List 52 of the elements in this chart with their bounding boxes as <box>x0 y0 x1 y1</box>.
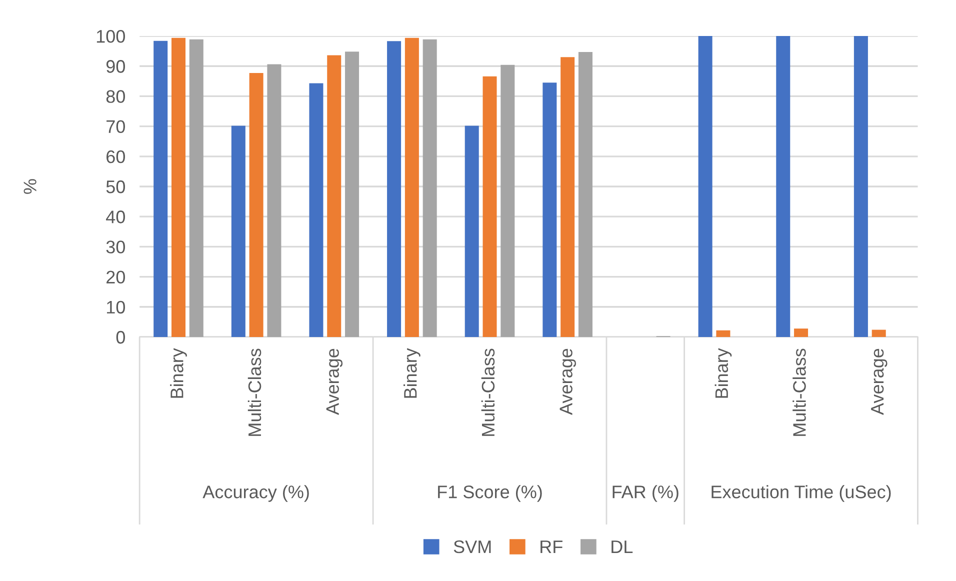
y-tick-label: 70 <box>106 120 125 134</box>
bar <box>309 83 324 337</box>
bar <box>716 330 730 337</box>
legend-label: SVM <box>454 540 491 554</box>
y-tick-label: 80 <box>106 90 125 103</box>
bar <box>854 36 868 337</box>
text: F1 Score (%) <box>438 485 542 502</box>
bar <box>345 52 360 337</box>
legend-label: RF <box>540 540 562 554</box>
y-tick-label: 40 <box>106 210 125 224</box>
bar <box>404 38 419 337</box>
bar <box>387 41 402 337</box>
bar <box>698 36 712 337</box>
bar <box>500 64 515 337</box>
y-tick-label: 100 <box>96 30 125 43</box>
x-tick-label: Average <box>560 348 576 415</box>
x-tick-label: Average <box>326 348 343 415</box>
bar <box>422 39 437 337</box>
bar <box>872 330 886 337</box>
legend-label: DL <box>612 540 633 554</box>
bar <box>171 38 186 337</box>
bar <box>578 52 592 337</box>
bar <box>249 73 264 337</box>
y-tick-label: 60 <box>106 150 125 164</box>
y-tick-label: 20 <box>106 270 125 284</box>
x-tick-label: Binary <box>404 348 420 398</box>
text: FAR (%) <box>612 485 678 502</box>
bar <box>231 126 246 337</box>
y-tick-label: 0 <box>116 330 125 344</box>
bar <box>776 36 790 337</box>
x-tick-label: Multi-Class <box>481 348 495 436</box>
x-tick-label: Multi-Class <box>248 348 262 436</box>
y-axis-title: % <box>24 179 36 194</box>
bar <box>464 126 479 337</box>
bar <box>189 39 204 337</box>
y-tick-label: 90 <box>106 60 125 73</box>
bar <box>794 328 808 337</box>
x-tick-label: Binary <box>170 348 187 398</box>
text: Accuracy (%) <box>202 485 309 502</box>
bar <box>267 64 282 337</box>
text: Execution Time (uSec) <box>712 485 891 502</box>
y-tick-label: 50 <box>106 180 125 194</box>
x-tick-label: Average <box>871 348 888 415</box>
x-tick-label: Multi-Class <box>792 348 806 436</box>
bar <box>154 40 168 337</box>
x-tick-label: Binary <box>714 348 732 398</box>
bar <box>327 55 342 337</box>
y-tick-label: 30 <box>106 240 125 254</box>
y-tick-label: 10 <box>106 300 125 314</box>
bar <box>482 76 497 337</box>
bar <box>560 57 575 337</box>
bar <box>542 82 557 337</box>
